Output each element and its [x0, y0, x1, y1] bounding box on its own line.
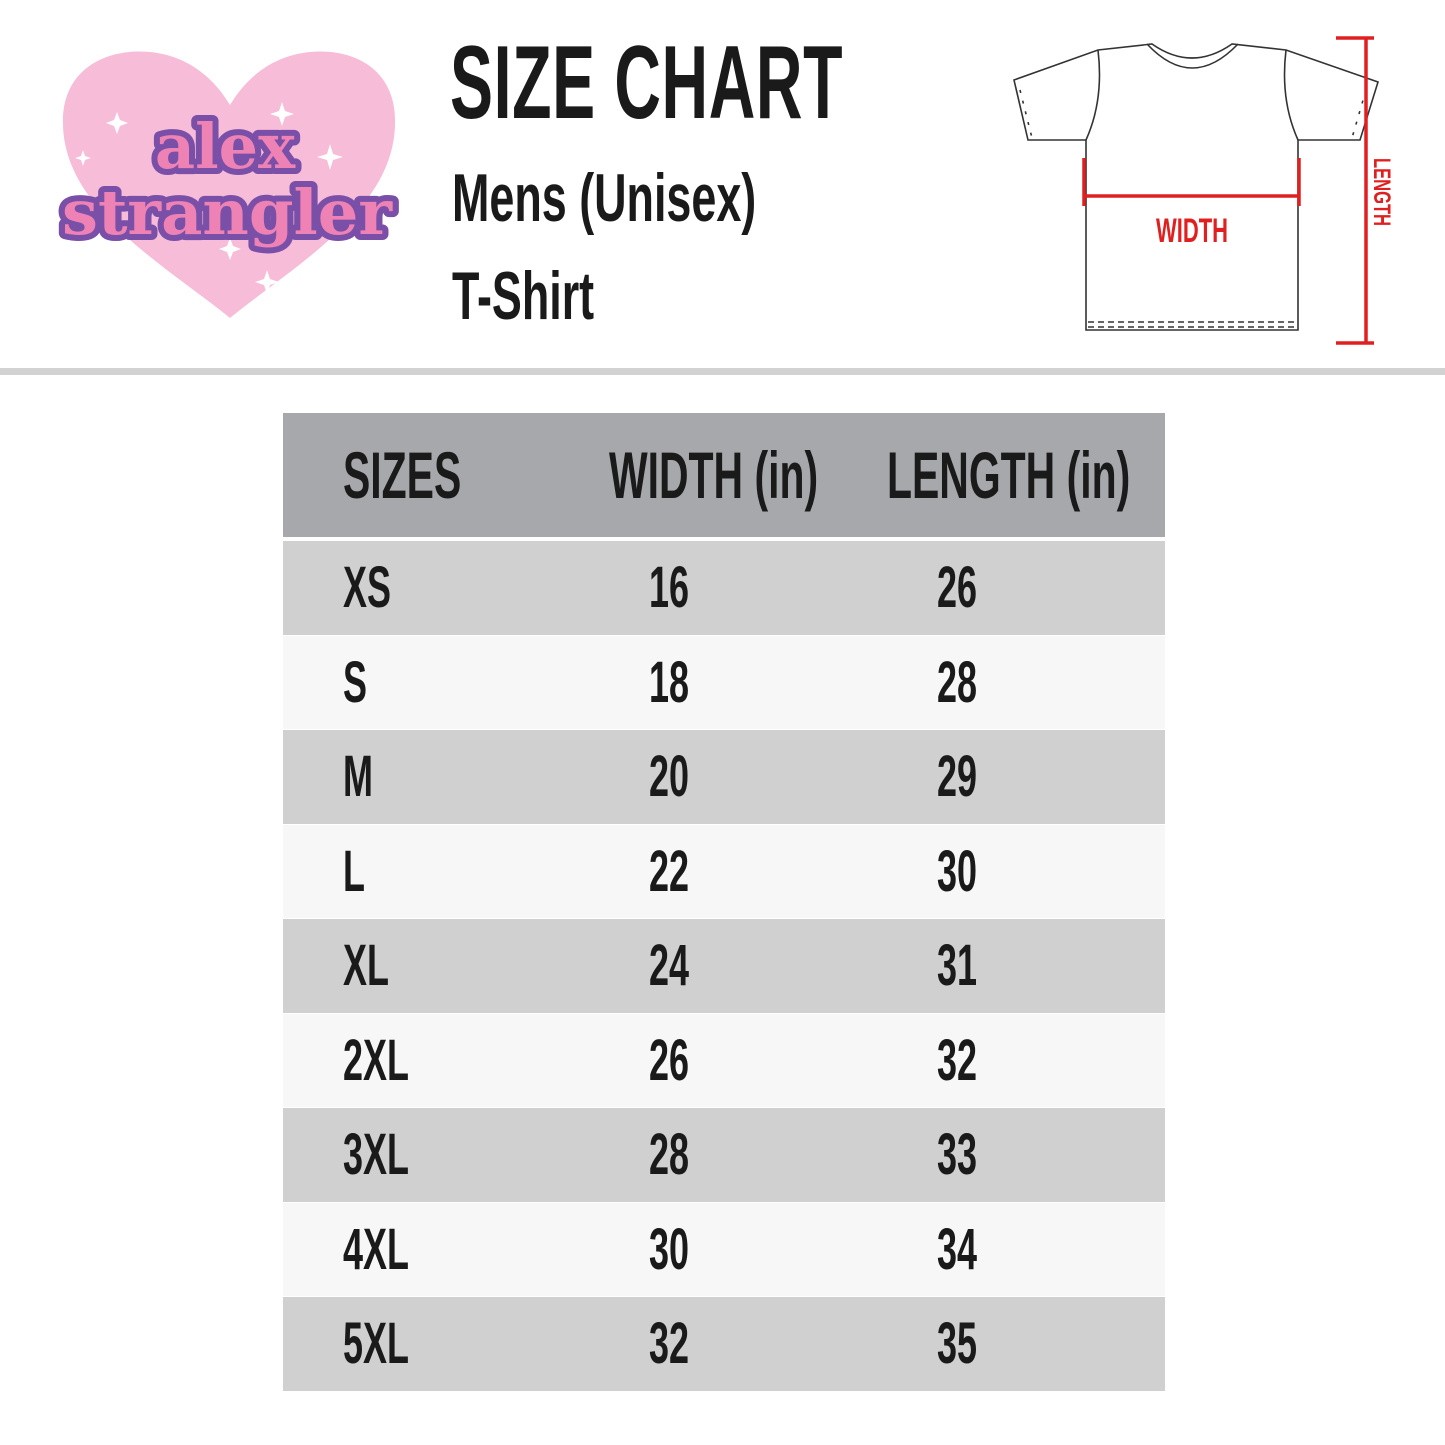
size-cell: M — [343, 744, 373, 810]
width-cell: 28 — [649, 1122, 689, 1188]
logo-text-line1: alex — [155, 110, 296, 183]
length-cell: 32 — [937, 1027, 977, 1093]
table-row: L 22 30 — [283, 824, 1165, 919]
size-cell: XS — [343, 555, 391, 621]
divider — [0, 368, 1445, 375]
width-cell: 16 — [649, 555, 689, 621]
size-cell: 2XL — [343, 1027, 409, 1093]
brand-logo: alex strangler — [56, 51, 399, 319]
size-cell: 3XL — [343, 1122, 409, 1188]
width-cell: 32 — [649, 1311, 689, 1377]
size-table: SIZES WIDTH (in) LENGTH (in) XS 16 26 S 18 28… — [283, 413, 1165, 1392]
column-header: LENGTH (in) — [887, 438, 1131, 512]
width-cell: 22 — [649, 838, 689, 904]
width-cell: 24 — [649, 933, 689, 999]
width-cell: 26 — [649, 1027, 689, 1093]
table-row: S 18 28 — [283, 635, 1165, 730]
size-cell: XL — [343, 933, 389, 999]
table-row: XL 24 31 — [283, 919, 1165, 1014]
width-cell: 18 — [649, 649, 689, 715]
length-cell: 33 — [937, 1122, 977, 1188]
length-cell: 31 — [937, 933, 977, 999]
subtitle: Mens (Unisex) — [452, 160, 757, 236]
table-row: 5XL 32 35 — [283, 1297, 1165, 1392]
table-row: XS 16 26 — [283, 541, 1165, 636]
table-body: XS 16 26 S 18 28 M 20 29 L 22 30 XL 24 31 2XL 26 32 3XL 28 3… — [283, 541, 1165, 1392]
length-cell: 34 — [937, 1216, 977, 1282]
length-cell: 30 — [937, 838, 977, 904]
column-header: WIDTH (in) — [609, 438, 819, 512]
width-label: WIDTH — [1156, 212, 1228, 250]
size-cell: 5XL — [343, 1311, 409, 1377]
table-header: SIZES WIDTH (in) LENGTH (in) — [283, 413, 1165, 541]
table-row: 4XL 30 34 — [283, 1202, 1165, 1297]
size-cell: 4XL — [343, 1216, 409, 1282]
size-cell: S — [343, 649, 367, 715]
width-cell: 30 — [649, 1216, 689, 1282]
page-title: SIZE CHART — [450, 25, 844, 141]
table-row: M 20 29 — [283, 730, 1165, 825]
product-type: T-Shirt — [452, 258, 595, 334]
length-label: LENGTH — [1368, 158, 1395, 226]
length-cell: 35 — [937, 1311, 977, 1377]
logo-text-line2: strangler — [62, 176, 393, 249]
length-cell: 29 — [937, 744, 977, 810]
table-row: 2XL 26 32 — [283, 1013, 1165, 1108]
column-header: SIZES — [343, 438, 462, 512]
tshirt-diagram: WIDTH LENGTH — [1013, 36, 1395, 345]
table-row: 3XL 28 33 — [283, 1108, 1165, 1203]
length-cell: 28 — [937, 649, 977, 715]
length-cell: 26 — [937, 555, 977, 621]
size-cell: L — [343, 838, 365, 904]
width-cell: 20 — [649, 744, 689, 810]
